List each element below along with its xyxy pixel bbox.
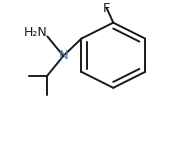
Text: F: F (103, 2, 110, 15)
Text: H₂N: H₂N (24, 26, 48, 39)
Text: N: N (58, 50, 68, 62)
